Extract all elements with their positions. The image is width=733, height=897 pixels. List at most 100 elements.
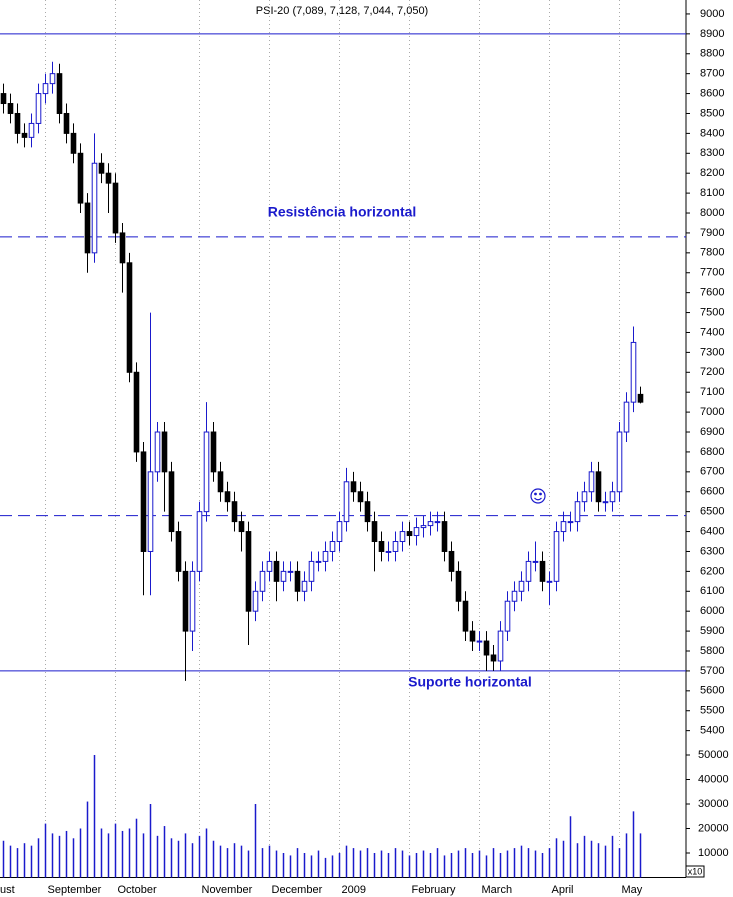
y-tick-label: 8800 xyxy=(700,48,724,60)
candle-body xyxy=(574,501,581,523)
y2-tick-label: 20000 xyxy=(698,822,729,834)
y-tick-label: 8500 xyxy=(700,107,724,119)
volume-bar xyxy=(100,828,103,878)
volume-bar xyxy=(79,828,82,878)
volume-bar xyxy=(583,835,586,878)
candle-body xyxy=(350,481,357,493)
volume-bar xyxy=(275,850,278,878)
volume-bar xyxy=(548,848,551,878)
y-tick-label: 7900 xyxy=(700,227,724,239)
candle-body xyxy=(343,481,350,523)
y-tick-label: 8300 xyxy=(700,147,724,159)
volume-bar xyxy=(247,850,250,878)
volume-bar xyxy=(219,845,222,878)
x-tick-label: April xyxy=(552,884,574,896)
candle-body xyxy=(329,541,336,552)
candle-body xyxy=(609,491,616,503)
y2-tick-label: 30000 xyxy=(698,798,729,810)
y-tick-label: 7100 xyxy=(700,386,724,398)
candle-body xyxy=(308,560,315,582)
candle-body xyxy=(203,431,210,513)
candle-body xyxy=(623,401,630,433)
candle-body xyxy=(63,112,70,134)
y-tick-label: 5800 xyxy=(700,645,724,657)
volume-bar xyxy=(457,850,460,878)
candle-body xyxy=(413,527,420,537)
volume-bar xyxy=(282,853,285,878)
candle-body xyxy=(336,521,343,543)
volume-bar xyxy=(121,830,124,878)
volume-bar xyxy=(485,855,488,878)
candle-body xyxy=(455,570,462,602)
candle-body xyxy=(637,393,644,403)
y2-tick-label: 10000 xyxy=(698,847,729,859)
volume-bar xyxy=(534,850,537,878)
y-tick-label: 7000 xyxy=(700,406,724,418)
volume-bar xyxy=(380,850,383,878)
volume-bar xyxy=(618,848,621,878)
x-tick-label: December xyxy=(272,884,323,896)
y2-tick-label: 40000 xyxy=(698,773,729,785)
candle-body xyxy=(560,521,567,533)
volume-bar xyxy=(464,848,467,878)
annotation: Resistência horizontal xyxy=(268,204,417,220)
smiley xyxy=(530,488,546,504)
x-tick-label: ust xyxy=(0,884,15,896)
unit-box xyxy=(685,865,705,878)
y-tick-label: 8600 xyxy=(700,87,724,99)
candle-body xyxy=(175,531,182,572)
volume-bar xyxy=(597,843,600,878)
candle-body xyxy=(616,431,623,493)
y-tick-label: 7700 xyxy=(700,267,724,279)
volume-bar xyxy=(170,838,173,878)
volume-bar xyxy=(373,853,376,878)
volume-bar xyxy=(450,853,453,878)
volume-bar xyxy=(233,843,236,878)
y-tick-label: 7200 xyxy=(700,366,724,378)
candle-body xyxy=(315,560,322,563)
annotation: Suporte horizontal xyxy=(408,674,532,690)
volume-bar xyxy=(401,850,404,878)
y-tick-label: 5900 xyxy=(700,625,724,637)
candle-body xyxy=(567,521,574,524)
candle-body xyxy=(532,560,539,563)
volume-bar xyxy=(436,848,439,878)
volume-bar xyxy=(352,848,355,878)
volume-bar xyxy=(128,828,131,878)
candle-body xyxy=(210,431,217,473)
volume-bar xyxy=(415,853,418,878)
volume-bar xyxy=(65,830,68,878)
candle-body xyxy=(238,521,245,533)
unit-label: x10 xyxy=(688,866,703,876)
candle-body xyxy=(91,162,98,254)
volume-bar xyxy=(590,840,593,878)
volume-bar xyxy=(2,840,5,878)
candle-body xyxy=(154,431,161,473)
volume-bar xyxy=(93,755,96,878)
y-tick-label: 8900 xyxy=(700,28,724,40)
candle-body xyxy=(504,600,511,632)
candle-body xyxy=(84,202,91,254)
volume-bar xyxy=(345,845,348,878)
y-tick-label: 9000 xyxy=(700,8,724,20)
candle-body xyxy=(168,471,175,533)
y-tick-label: 5700 xyxy=(700,665,724,677)
candle-body xyxy=(161,431,168,473)
y-tick-label: 7500 xyxy=(700,306,724,318)
candle-body xyxy=(245,531,252,612)
volume-bar xyxy=(639,833,642,878)
y-tick-label: 6600 xyxy=(700,486,724,498)
volume-bar xyxy=(30,845,33,878)
volume-bar xyxy=(156,835,159,878)
candle-body xyxy=(602,501,609,504)
candle-body xyxy=(427,521,434,527)
candle-body xyxy=(434,521,441,524)
candle-body xyxy=(546,580,553,583)
y-tick-label: 5400 xyxy=(700,725,724,737)
volume-bar xyxy=(625,833,628,878)
volume-bar xyxy=(394,848,397,878)
volume-bar xyxy=(499,853,502,878)
volume-bar xyxy=(478,850,481,878)
candle-body xyxy=(252,590,259,612)
volume-bar xyxy=(254,804,257,878)
